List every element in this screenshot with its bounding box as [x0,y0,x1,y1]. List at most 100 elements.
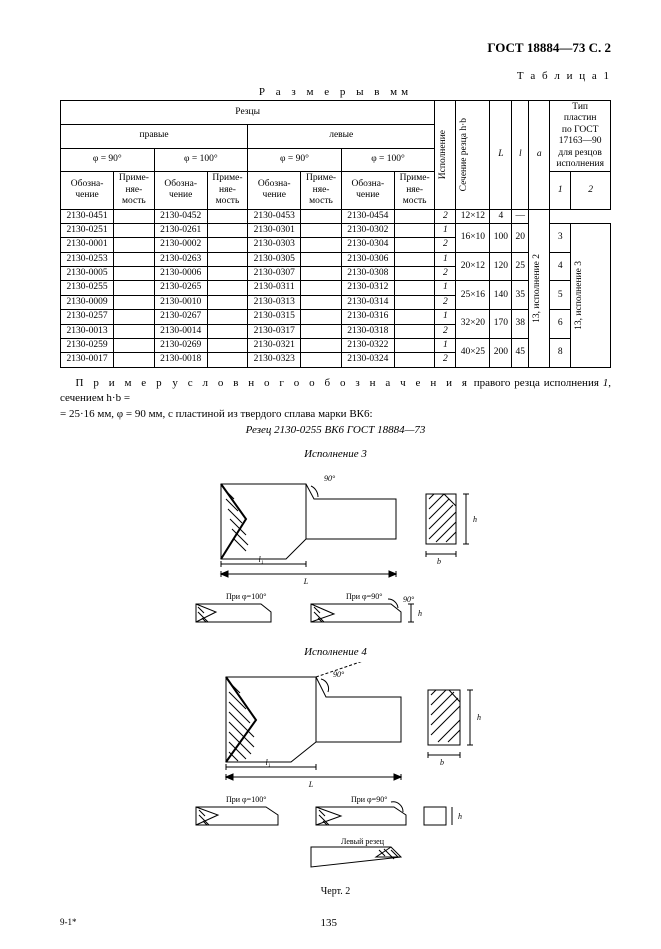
th-des-2: Обозна- чение [154,172,207,209]
th-app-4: Приме- няе- мость [394,172,434,209]
cell-a: 8 [550,339,571,368]
th-left: левые [248,124,435,148]
svg-text:90°: 90° [324,474,336,483]
cell-designation: 2130-0307 [248,267,301,281]
cell-L: 170 [490,310,512,339]
cell-applicability [114,209,154,223]
svg-text:b: b [440,758,444,767]
cell-applicability [394,223,434,237]
th-col-2: 2 [571,172,611,209]
cell-designation: 2130-0013 [61,324,114,338]
cell-a: 4 [550,252,571,281]
document-id: ГОСТ 18884—73 С. 2 [60,40,611,56]
cell-l: 20 [512,223,529,252]
cell-designation: 2130-0005 [61,267,114,281]
svg-text:h: h [418,609,422,618]
th-phi90-l: φ = 90° [248,148,342,172]
table-row: 2130-04512130-04522130-04532130-0454212×… [61,209,611,223]
cell-applicability [394,339,434,353]
cell-applicability [207,209,247,223]
svg-text:При φ=100°: При φ=100° [226,592,266,601]
figure-3-title: Исполнение 3 [60,448,611,460]
cell-a: 5 [550,281,571,310]
sizes-caption: Р а з м е р ы в мм [60,86,611,98]
cell-l: 45 [512,339,529,368]
cell-type1: — [512,209,529,223]
th-col-1: 1 [550,172,571,209]
cell-L: 200 [490,339,512,368]
cell-designation: 2130-0018 [154,353,207,367]
cell-applicability [207,295,247,309]
cell-designation: 2130-0312 [341,281,394,295]
figure-caption: Черт. 2 [60,886,611,897]
cell-designation: 2130-0253 [61,252,114,266]
footer-left: 9-1* [60,917,77,929]
svg-text:h: h [458,812,462,821]
cell-applicability [207,324,247,338]
svg-text:При φ=100°: При φ=100° [226,795,266,804]
th-right: правые [61,124,248,148]
cell-designation: 2130-0314 [341,295,394,309]
cell-applicability [394,281,434,295]
svg-text:b: b [437,557,441,566]
th-des-4: Обозна- чение [341,172,394,209]
cell-designation: 2130-0324 [341,353,394,367]
svg-text:h: h [473,515,477,524]
cell-applicability [394,267,434,281]
th-cutters: Резцы [61,101,435,125]
cell-applicability [301,267,341,281]
table-row: 2130-02552130-02652130-03112130-0312125×… [61,281,611,295]
cell-execution: 2 [435,238,456,252]
th-execution: Исполнение [435,101,456,210]
cell-L: 100 [490,223,512,252]
cell-designation: 2130-0251 [61,223,114,237]
cell-a: 6 [550,310,571,339]
cell-applicability [207,238,247,252]
cell-designation: 2130-0303 [248,238,301,252]
svg-text:При φ=90°: При φ=90° [351,795,387,804]
cell-designation: 2130-0302 [341,223,394,237]
cell-applicability [207,310,247,324]
cell-designation: 2130-0317 [248,324,301,338]
table-number-label: Т а б л и ц а 1 [60,70,611,82]
th-app-3: Приме- няе- мость [301,172,341,209]
cell-type2-group: 13, исполнение 2 [529,209,550,367]
cell-applicability [394,324,434,338]
cell-designation: 2130-0255 [61,281,114,295]
cell-designation: 2130-0315 [248,310,301,324]
cell-designation: 2130-0265 [154,281,207,295]
cell-designation: 2130-0318 [341,324,394,338]
cell-designation: 2130-0010 [154,295,207,309]
cell-execution: 1 [435,223,456,237]
cell-L: 120 [490,252,512,281]
cell-applicability [114,267,154,281]
cell-designation: 2130-0257 [61,310,114,324]
cell-l: 38 [512,310,529,339]
svg-text:90°: 90° [333,670,345,679]
cell-execution: 2 [435,324,456,338]
svg-text:Левый резец: Левый резец [341,837,385,846]
cell-designation: 2130-0002 [154,238,207,252]
cell-section: 25×16 [456,281,490,310]
svg-text:90°: 90° [403,595,415,604]
cell-designation: 2130-0014 [154,324,207,338]
cell-applicability [301,295,341,309]
table-row: 2130-02592130-02692130-03212130-0322140×… [61,339,611,353]
cell-execution: 1 [435,252,456,266]
cell-applicability [301,223,341,237]
cell-applicability [394,252,434,266]
page-footer: 9-1* 135 [60,917,611,929]
cell-designation: 2130-0001 [61,238,114,252]
cell-execution: 1 [435,310,456,324]
cell-section: 20×12 [456,252,490,281]
cell-type1-group: 13, исполнение 3 [571,223,611,367]
th-l: l [512,101,529,210]
cell-applicability [207,223,247,237]
cell-execution: 2 [435,267,456,281]
cell-a: 4 [490,209,512,223]
cell-applicability [207,281,247,295]
cell-applicability [394,295,434,309]
th-L: L [490,101,512,210]
th-app-1: Приме- няе- мость [114,172,154,209]
cell-designation: 2130-0306 [341,252,394,266]
